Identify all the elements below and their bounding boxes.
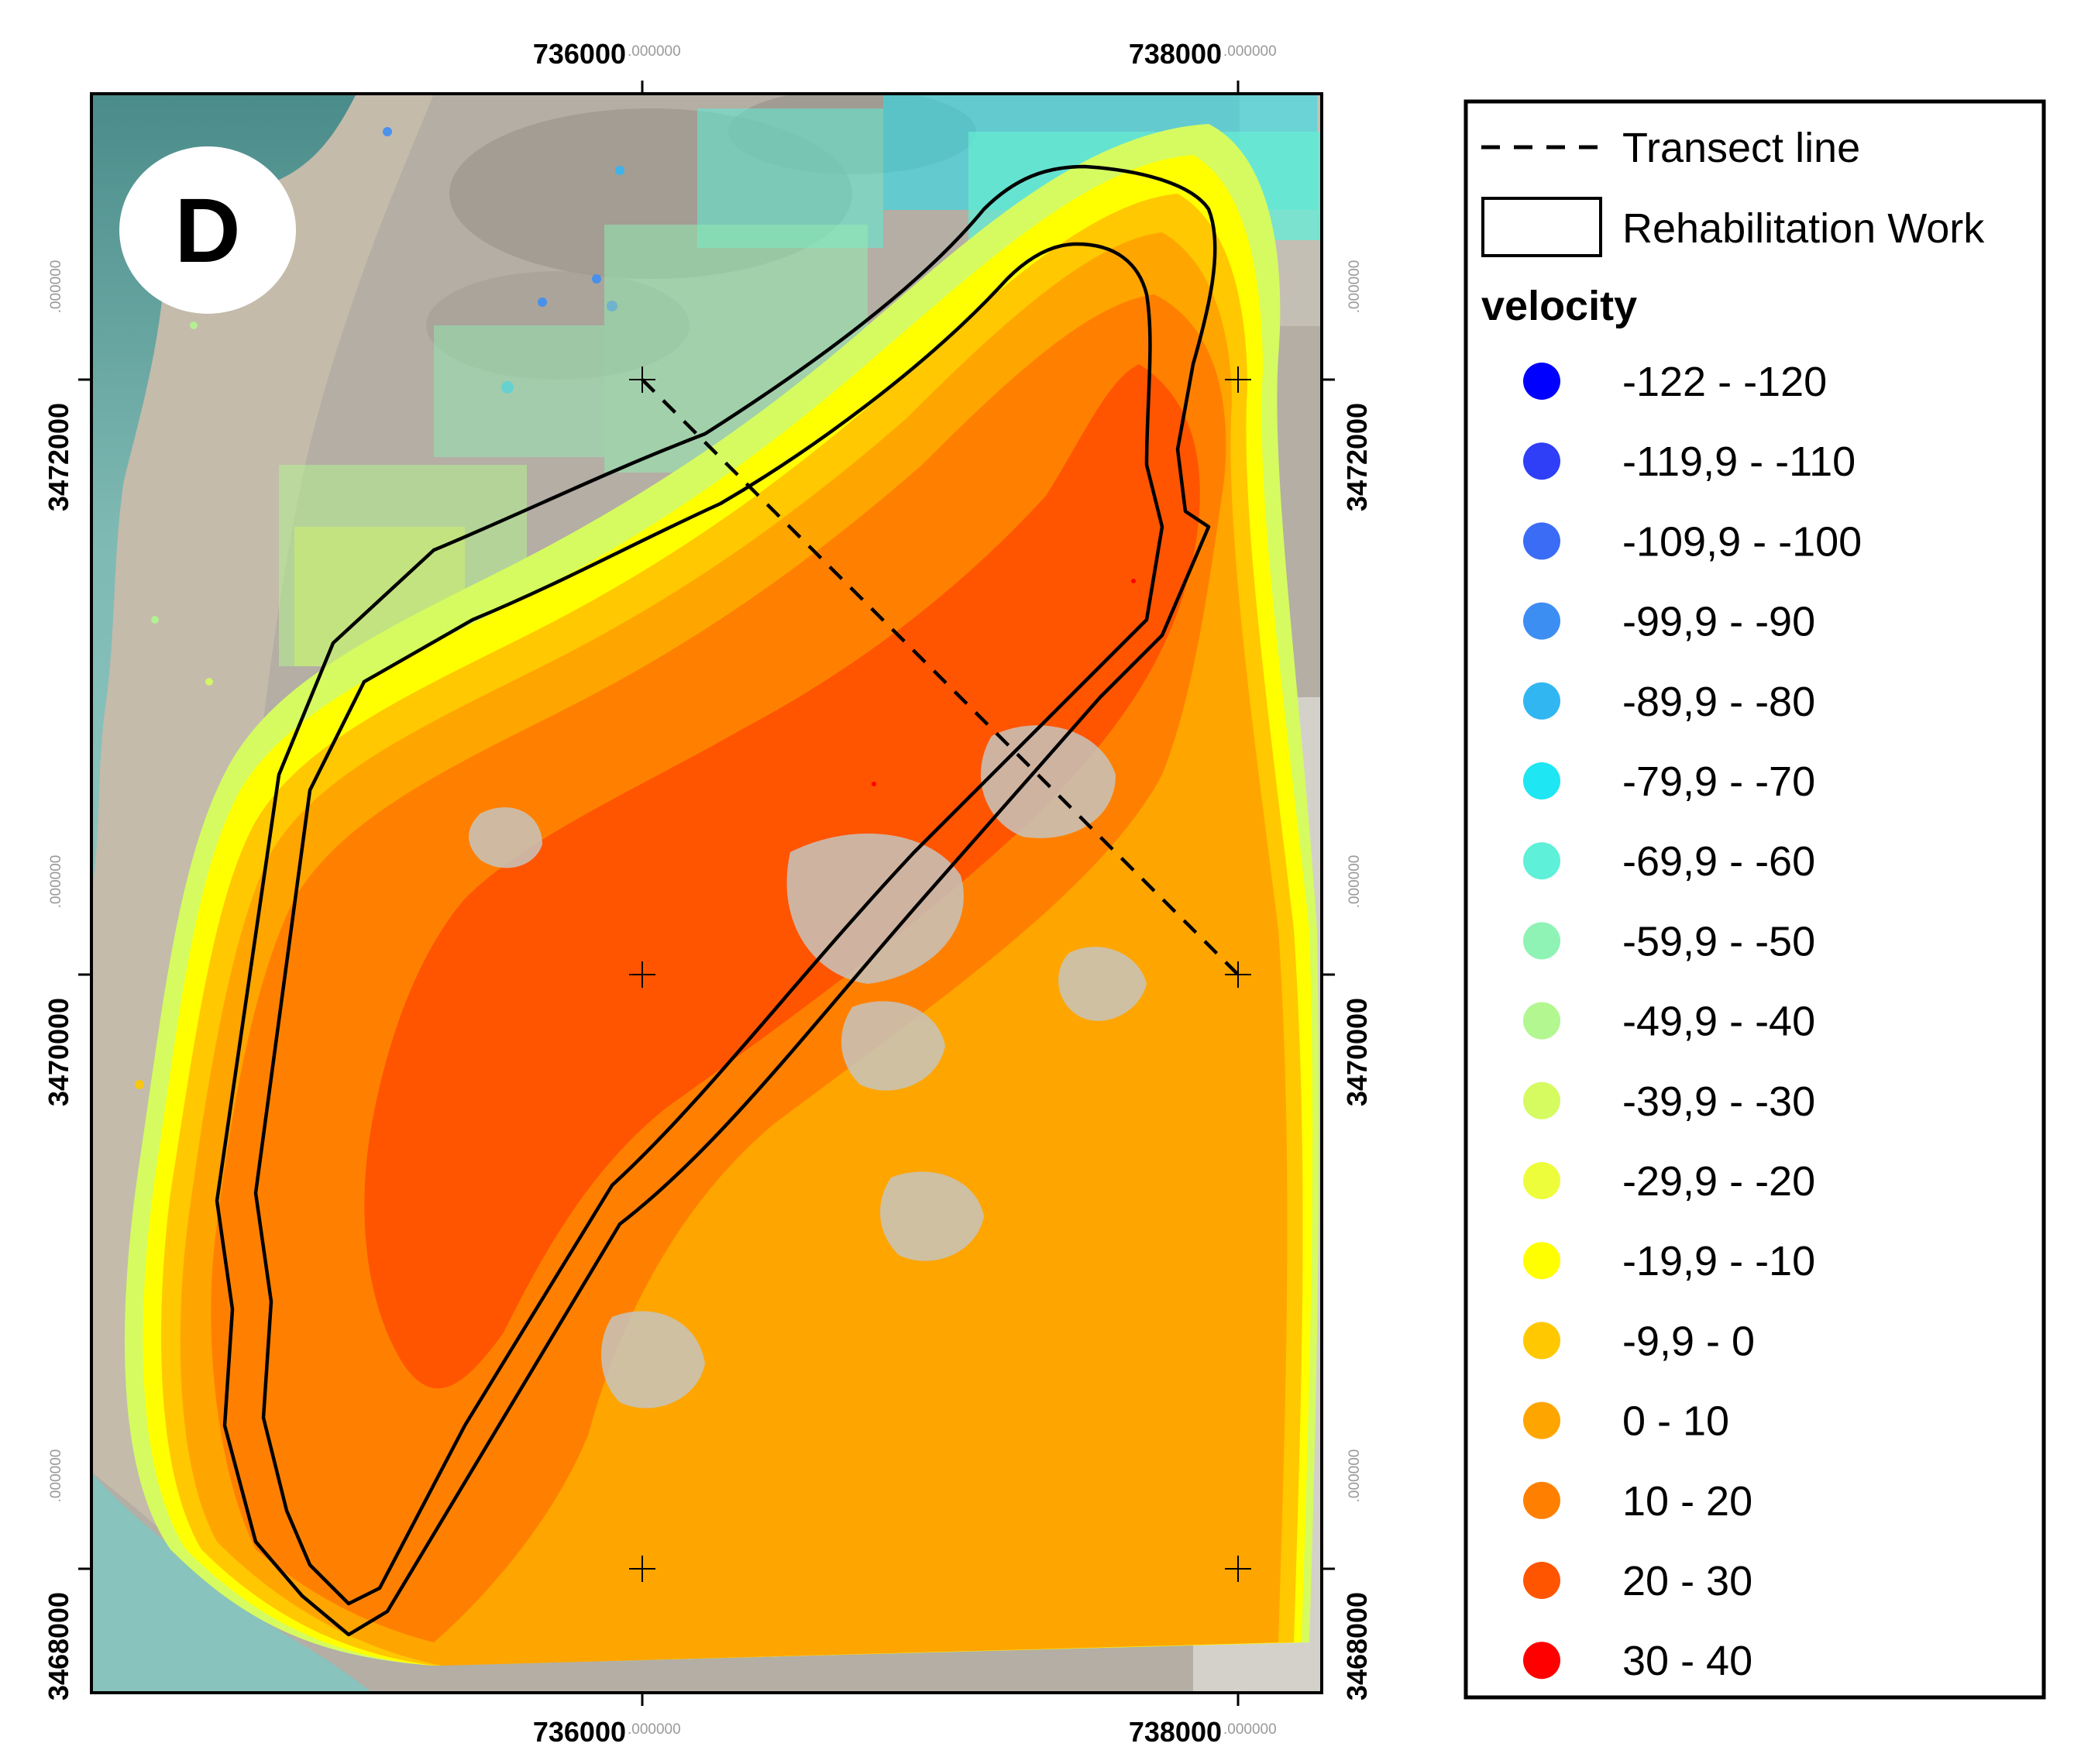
- legend-class-item: -89,9 - -80: [1523, 679, 1815, 725]
- northing-label-decimals: .000000: [48, 1449, 64, 1503]
- legend-class-label: 0 - 10: [1622, 1398, 1729, 1445]
- northing-label-decimals: .000000: [1347, 855, 1363, 909]
- northing-label-decimals: .000000: [48, 260, 64, 314]
- easting-label: 736000: [533, 1716, 626, 1748]
- frame-ticks: [78, 81, 1335, 1706]
- legend-class-label: 30 - 40: [1622, 1638, 1752, 1684]
- legend-class-item: -109,9 - -100: [1523, 518, 1862, 565]
- northing-label: 3468000: [43, 1592, 74, 1700]
- easting-label-decimals: .000000: [628, 43, 681, 60]
- legend-class-swatch: [1523, 1401, 1560, 1439]
- rehab-label: Rehabilitation Work: [1622, 205, 1985, 252]
- northing-label-decimals: .000000: [1347, 1449, 1363, 1503]
- legend-class-item: -19,9 - -10: [1523, 1238, 1815, 1284]
- legend-class-item: -69,9 - -60: [1523, 838, 1815, 885]
- northing-label: 3472000: [1341, 403, 1373, 511]
- legend-class-swatch: [1523, 363, 1560, 400]
- legend-class-swatch: [1523, 842, 1560, 880]
- legend-class-label: -119,9 - -110: [1622, 438, 1856, 485]
- easting-label: 738000: [1129, 38, 1222, 70]
- legend-class-label: -109,9 - -100: [1622, 518, 1862, 565]
- legend: Transect line Rehabilitation Work veloci…: [1463, 99, 2046, 1700]
- legend-class-swatch: [1523, 602, 1560, 640]
- northing-label: 3470000: [43, 998, 74, 1106]
- northing-label-decimals: .000000: [1347, 260, 1363, 314]
- easting-label-decimals: .000000: [1223, 43, 1277, 60]
- legend-transect-entry: Transect line: [1481, 125, 1860, 171]
- northing-label: 3468000: [1341, 1592, 1373, 1700]
- easting-label-decimals: .000000: [1223, 1721, 1277, 1738]
- easting-label-decimals: .000000: [628, 1721, 681, 1738]
- northing-label: 3470000: [1341, 998, 1373, 1106]
- legend-class-label: -49,9 - -40: [1622, 999, 1815, 1045]
- northing-labels-left: 3472000 .000000 3470000 .000000 3468000 …: [43, 260, 74, 1700]
- legend-class-label: -122 - -120: [1622, 359, 1827, 405]
- legend-class-item: -119,9 - -110: [1523, 438, 1856, 485]
- legend-class-label: -89,9 - -80: [1622, 679, 1815, 725]
- rehab-swatch: [1481, 197, 1602, 257]
- legend-class-item: 0 - 10: [1523, 1398, 1729, 1445]
- legend-class-swatch: [1523, 1242, 1560, 1280]
- rehabilitation-work-outline: [215, 164, 1217, 1637]
- legend-class-item: -39,9 - -30: [1523, 1078, 1815, 1125]
- legend-class-item: -79,9 - -70: [1523, 758, 1815, 805]
- legend-frame: [1463, 99, 2046, 1700]
- legend-title: velocity: [1481, 283, 1637, 329]
- legend-class-item: -99,9 - -90: [1523, 599, 1815, 645]
- velocity-raster: [124, 94, 1322, 1666]
- easting-label: 738000: [1129, 1716, 1222, 1748]
- legend-class-swatch: [1523, 522, 1560, 560]
- northing-label-decimals: .000000: [48, 855, 64, 909]
- legend-class-label: -79,9 - -70: [1622, 758, 1815, 805]
- legend-class-item: -122 - -120: [1523, 359, 1827, 405]
- legend-class-label: -99,9 - -90: [1622, 599, 1815, 645]
- legend-class-swatch: [1523, 762, 1560, 799]
- legend-class-swatch: [1523, 1562, 1560, 1599]
- legend-class-item: -29,9 - -20: [1523, 1158, 1815, 1205]
- legend-class-label: -69,9 - -60: [1622, 838, 1815, 885]
- legend-class-label: 10 - 20: [1622, 1478, 1752, 1525]
- legend-class-item: 20 - 30: [1523, 1558, 1752, 1604]
- map-panel: D: [91, 94, 1322, 1693]
- panel-label-badge: D: [119, 146, 296, 314]
- legend-class-label: -19,9 - -10: [1622, 1238, 1815, 1284]
- legend-class-swatch: [1523, 1322, 1560, 1360]
- legend-class-item: -9,9 - 0: [1523, 1318, 1755, 1364]
- legend-class-swatch: [1523, 1162, 1560, 1199]
- map-frame: [90, 92, 1323, 1694]
- legend-class-label: -9,9 - 0: [1622, 1318, 1755, 1364]
- easting-labels-top: 736000 .000000 738000 .000000: [533, 38, 1277, 70]
- transect-label: Transect line: [1622, 125, 1860, 171]
- legend-class-label: -59,9 - -50: [1622, 918, 1815, 965]
- transect-line: [641, 378, 1240, 976]
- legend-class-swatch: [1523, 442, 1560, 480]
- legend-class-label: -39,9 - -30: [1622, 1078, 1815, 1125]
- legend-class-swatch: [1523, 682, 1560, 720]
- northing-label: 3472000: [43, 403, 74, 511]
- northing-labels-right: 3472000 .000000 3470000 .000000 3468000 …: [1341, 260, 1373, 1700]
- graticule-crosses: [629, 366, 1251, 1582]
- legend-class-item: 30 - 40: [1523, 1638, 1752, 1684]
- legend-class-swatch: [1523, 1081, 1560, 1119]
- legend-class-swatch: [1523, 1481, 1560, 1519]
- legend-class-item: 10 - 20: [1523, 1478, 1752, 1525]
- legend-class-swatch: [1523, 1002, 1560, 1040]
- easting-label: 736000: [533, 38, 626, 70]
- legend-classes: -122 - -120 -119,9 - -110 -109,9 - -100 -99…: [1523, 359, 1862, 1684]
- panel-label: D: [174, 180, 240, 282]
- legend-class-item: -59,9 - -50: [1523, 918, 1815, 965]
- legend-class-label: -29,9 - -20: [1622, 1158, 1815, 1205]
- legend-class-item: -49,9 - -40: [1523, 999, 1815, 1045]
- legend-class-label: 20 - 30: [1622, 1558, 1752, 1604]
- easting-labels-bottom: 736000 .000000 738000 .000000: [533, 1716, 1277, 1748]
- legend-class-swatch: [1523, 922, 1560, 960]
- legend-rehab-entry: Rehabilitation Work: [1481, 197, 1985, 257]
- legend-class-swatch: [1523, 1642, 1560, 1680]
